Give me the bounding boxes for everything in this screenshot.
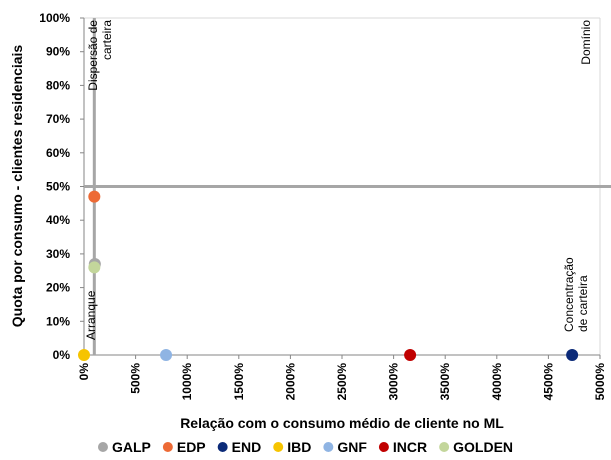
point (404, 349, 417, 361)
legend-marker (97, 442, 108, 452)
x-tick-label: 4000% (490, 363, 504, 401)
y-tick-label: 30% (46, 247, 70, 261)
legend-marker (273, 442, 284, 452)
legend-label: EDP (177, 439, 206, 455)
x-axis-title: Relação com o consumo médio de cliente n… (180, 415, 504, 431)
x-tick-label: 3000% (387, 363, 401, 401)
y-tick-label: 70% (46, 112, 70, 126)
legend-label: GNF (337, 439, 367, 455)
y-tick-label: 10% (46, 314, 70, 328)
y-tick-label: 100% (39, 11, 70, 25)
legend: GALP EDP END IBD GNF INCR GOLDEN (97, 439, 513, 455)
legend-label: INCR (393, 439, 427, 455)
legend-label: END (232, 439, 262, 455)
x-tick-label: 4500% (541, 363, 555, 401)
x-tick-label: 500% (129, 363, 143, 394)
annotation: de carteira (576, 275, 590, 332)
legend-marker (439, 442, 450, 452)
x-tick-label: 0% (77, 363, 91, 381)
point (88, 261, 101, 274)
x-tick-label: 3500% (438, 363, 452, 401)
x-tick-label: 1500% (232, 363, 246, 401)
point (78, 349, 90, 361)
y-tick-label: 60% (46, 146, 70, 160)
legend-marker (323, 442, 334, 452)
legend-marker (162, 442, 173, 452)
annotation: Domínio (579, 20, 593, 65)
x-tick-label: 2000% (283, 363, 297, 401)
y-axis-title: Quota por consumo - clientes residenciai… (9, 45, 25, 328)
annotation: carteira (100, 20, 114, 60)
legend-marker (217, 442, 228, 452)
x-tick-label: 5000% (593, 363, 607, 401)
annotation: Arranque (84, 290, 98, 340)
x-tick-label: 2500% (335, 363, 349, 401)
legend-label: IBD (287, 439, 311, 455)
y-tick-label: 40% (46, 213, 70, 227)
y-tick-label: 0% (53, 348, 71, 362)
annotation: Dispersão de (86, 20, 100, 91)
y-tick-label: 90% (46, 45, 70, 59)
y-tick-label: 50% (46, 180, 70, 194)
x-tick-label: 1000% (180, 363, 194, 401)
point (566, 349, 579, 361)
legend-marker (378, 442, 389, 452)
legend-label: GOLDEN (453, 439, 513, 455)
y-tick-label: 80% (46, 78, 70, 92)
point (88, 190, 101, 203)
legend-label: GALP (112, 439, 151, 455)
point (160, 349, 173, 361)
y-tick-label: 20% (46, 281, 70, 295)
annotation: Concentração (562, 257, 576, 332)
